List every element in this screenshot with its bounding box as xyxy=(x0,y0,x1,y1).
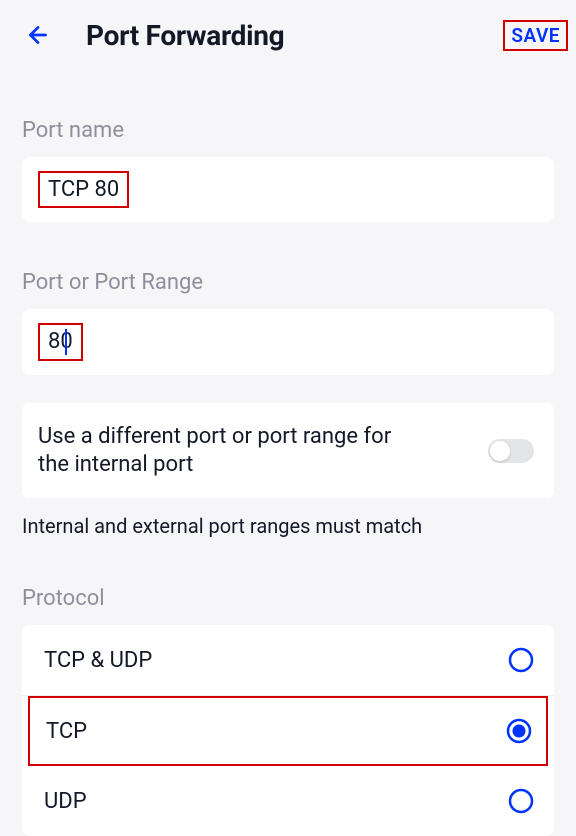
radio-unselected-icon xyxy=(508,647,534,673)
text-cursor xyxy=(65,329,67,355)
protocol-list: TCP & UDP TCP UDP xyxy=(22,625,554,836)
port-range-text: 80 xyxy=(48,329,73,354)
protocol-option-label: TCP xyxy=(46,719,87,744)
protocol-option-tcp-udp[interactable]: TCP & UDP xyxy=(22,625,554,696)
content: Port name TCP 80 Port or Port Range 80 U… xyxy=(0,118,576,836)
radio-unselected-icon xyxy=(508,788,534,814)
protocol-label: Protocol xyxy=(22,586,554,611)
arrow-left-icon xyxy=(25,22,51,48)
internal-port-toggle[interactable] xyxy=(488,439,534,463)
protocol-option-label: TCP & UDP xyxy=(44,648,152,673)
port-name-label: Port name xyxy=(22,118,554,143)
save-button[interactable]: SAVE xyxy=(503,20,568,51)
port-name-input-card[interactable]: TCP 80 xyxy=(22,157,554,222)
header: Port Forwarding SAVE xyxy=(0,0,576,70)
protocol-option-label: UDP xyxy=(44,789,87,814)
port-match-note: Internal and external port ranges must m… xyxy=(22,514,554,538)
internal-port-toggle-card: Use a different port or port range for t… xyxy=(22,403,554,498)
radio-selected-icon xyxy=(506,718,532,744)
toggle-knob xyxy=(490,441,510,461)
page-title: Port Forwarding xyxy=(86,19,284,52)
port-range-label: Port or Port Range xyxy=(22,270,554,295)
protocol-option-tcp[interactable]: TCP xyxy=(28,696,548,766)
port-range-input-card[interactable]: 80 xyxy=(22,309,554,375)
back-button[interactable] xyxy=(22,19,54,51)
toggle-label: Use a different port or port range for t… xyxy=(38,423,418,478)
port-name-value: TCP 80 xyxy=(38,171,129,208)
port-range-value: 80 xyxy=(38,323,83,361)
header-left: Port Forwarding xyxy=(22,19,284,52)
